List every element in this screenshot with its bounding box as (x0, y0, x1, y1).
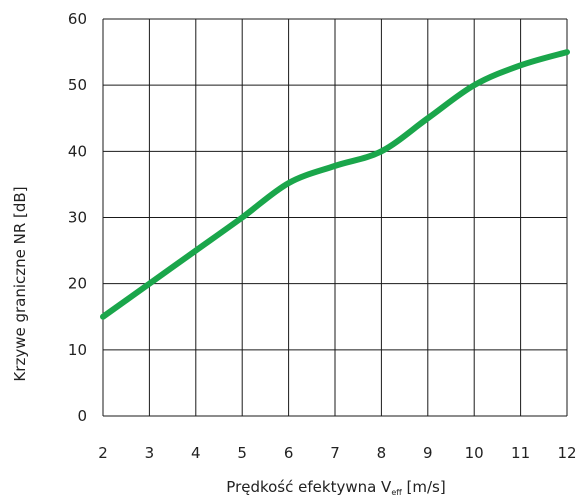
x-tick-label: 10 (465, 444, 484, 462)
y-axis-ticks: 0 10 20 30 40 50 60 (68, 10, 87, 425)
x-axis-label-subscript: eff (391, 488, 402, 497)
x-tick-label: 11 (511, 444, 530, 462)
x-tick-label: 5 (237, 444, 247, 462)
y-tick-label: 40 (68, 142, 87, 160)
x-tick-label: 12 (557, 444, 576, 462)
series-layer (100, 49, 570, 320)
y-tick-label: 30 (68, 209, 87, 227)
x-tick-label: 3 (145, 444, 155, 462)
y-tick-label: 20 (68, 275, 87, 293)
y-tick-label: 50 (68, 76, 87, 94)
y-tick-label: 0 (77, 407, 87, 425)
series-line (100, 49, 570, 320)
y-axis-label: Krzywe graniczne NR [dB] (11, 186, 29, 381)
y-tick-label: 10 (68, 341, 87, 359)
grid (102, 18, 568, 417)
x-tick-label: 7 (330, 444, 340, 462)
x-axis-label: Prędkość efektywna Veff [m/s] (226, 478, 445, 497)
x-tick-label: 4 (191, 444, 201, 462)
x-axis-ticks: 2 3 4 5 6 7 8 9 10 11 12 (98, 444, 576, 462)
x-tick-label: 2 (98, 444, 108, 462)
x-tick-label: 6 (284, 444, 294, 462)
x-tick-label: 8 (377, 444, 387, 462)
x-tick-label: 9 (423, 444, 433, 462)
y-tick-label: 60 (68, 10, 87, 28)
